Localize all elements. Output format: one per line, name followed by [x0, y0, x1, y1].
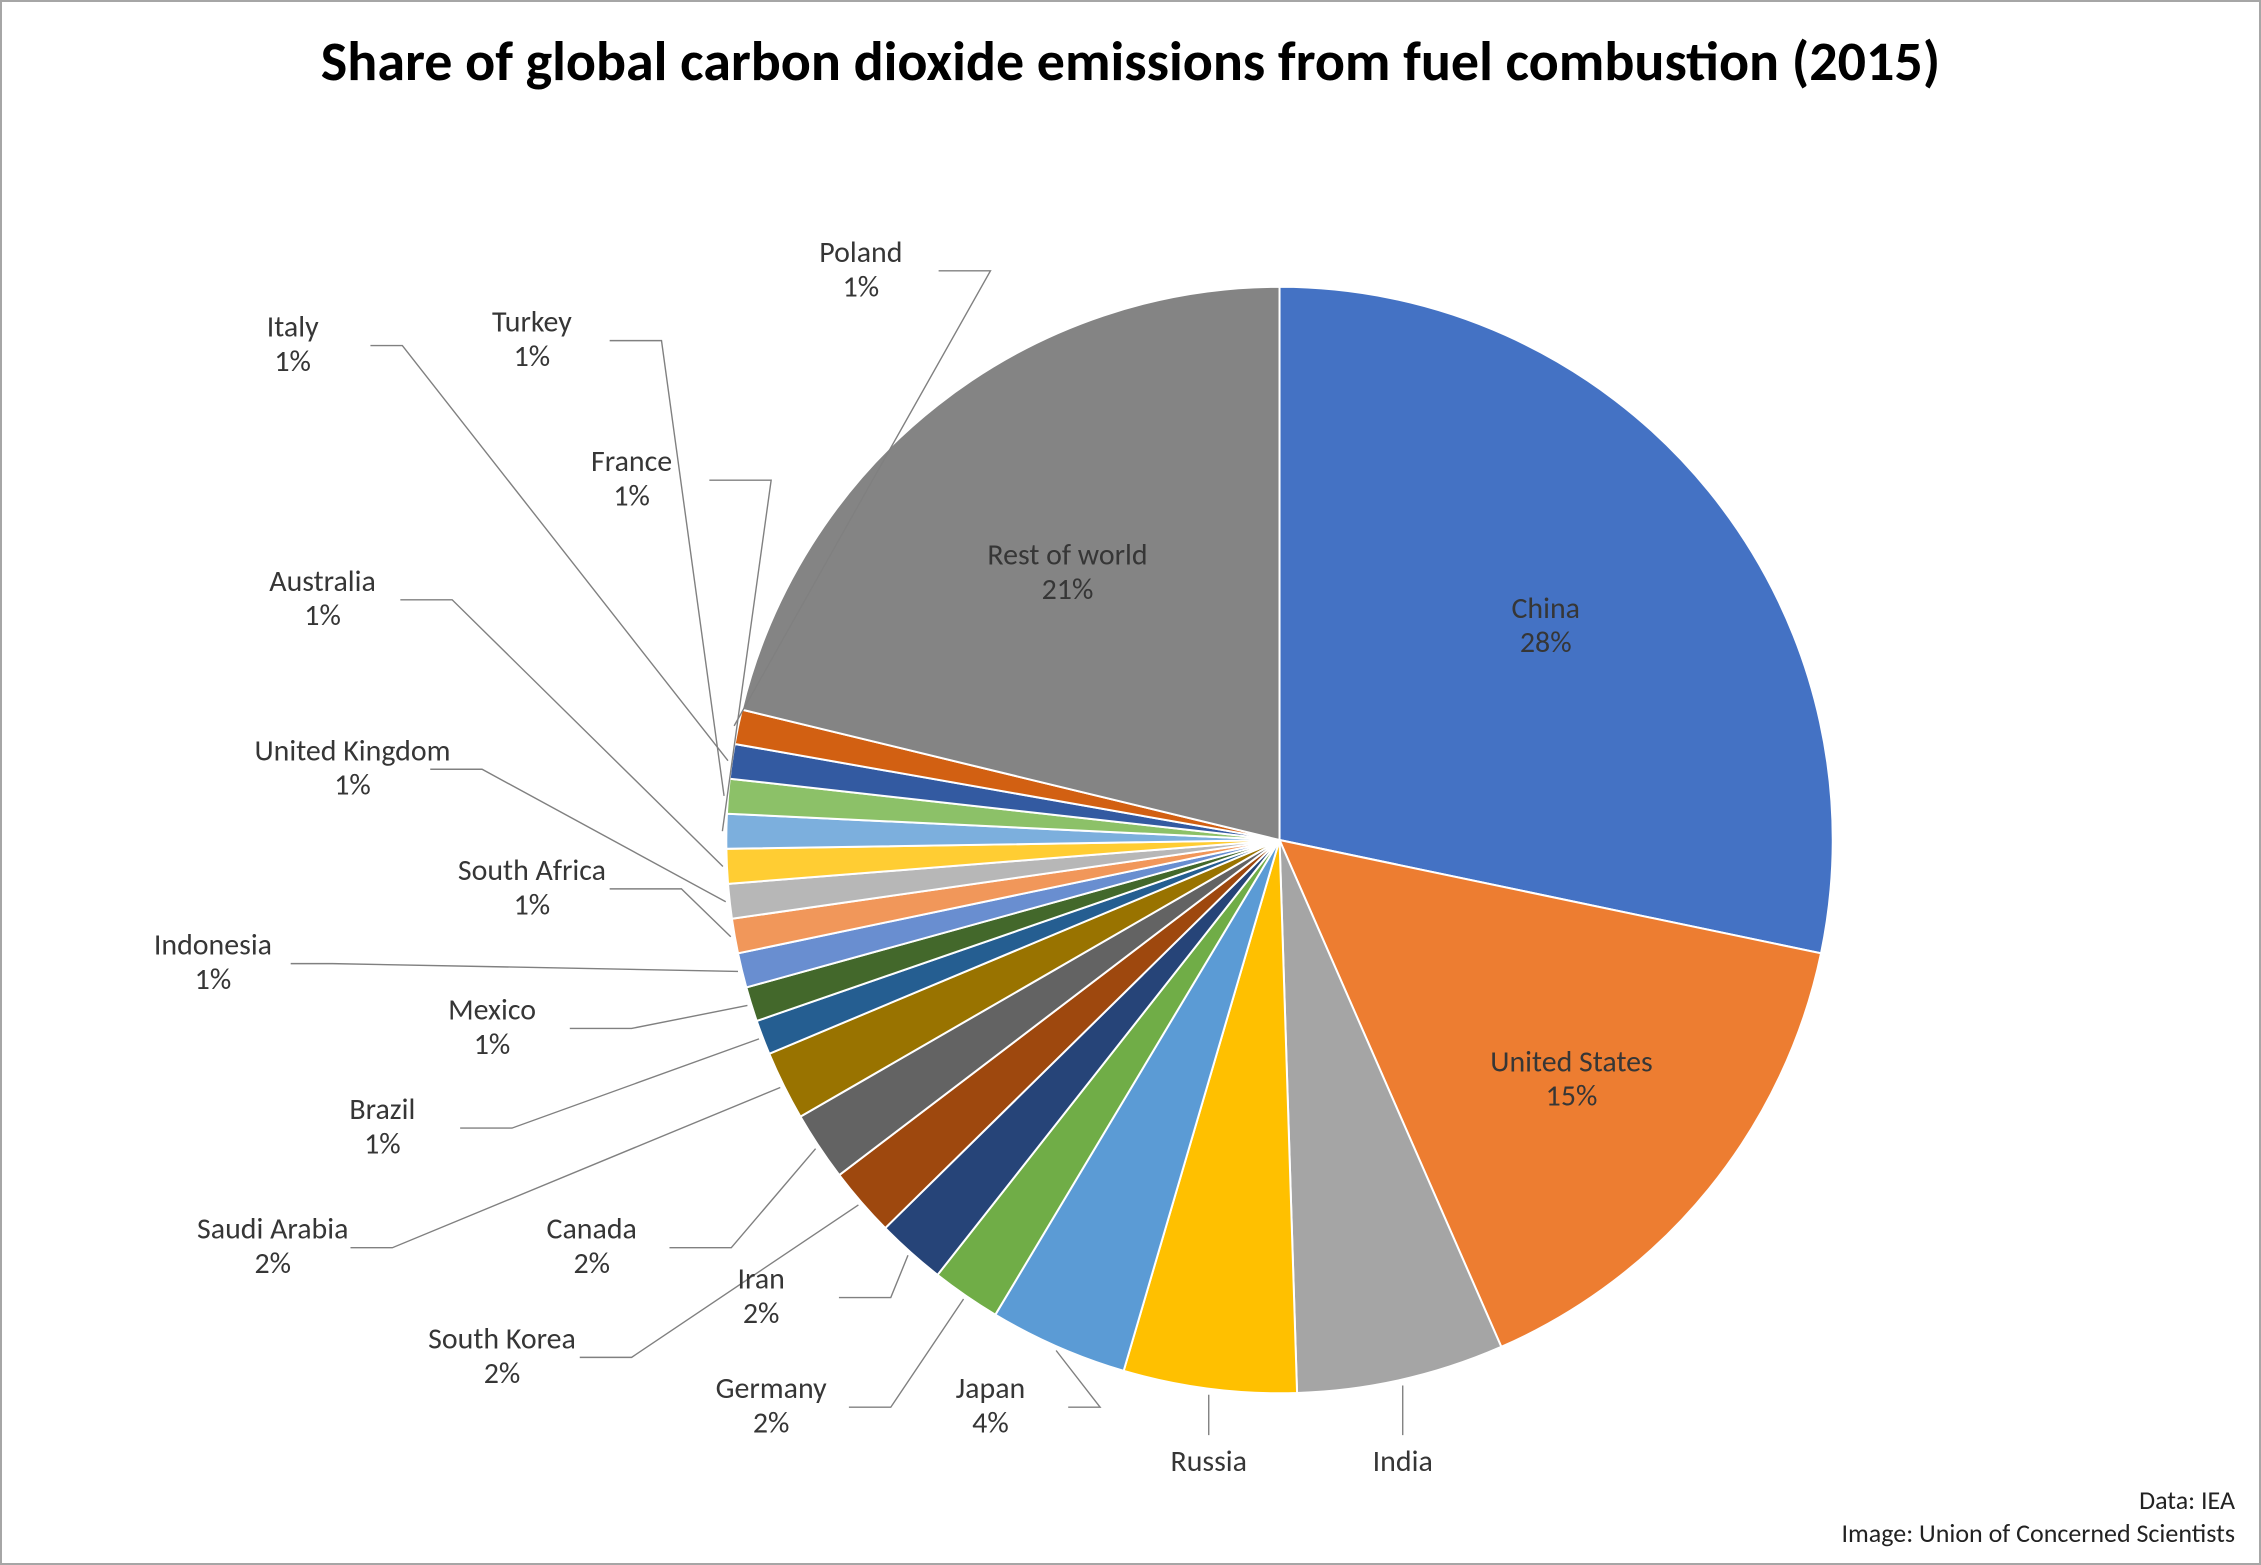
credits: Data: IEA Image: Union of Concerned Scie…	[1841, 1484, 2235, 1549]
slice-label: Saudi Arabia2%	[197, 1212, 348, 1282]
data-credit-line: Data: IEA	[1841, 1484, 2235, 1517]
slice-label: Indonesia1%	[154, 928, 272, 998]
pie-chart-svg: China28%United States15%India6%Russia5%J…	[2, 222, 2259, 1473]
slice-label: Mexico1%	[448, 992, 536, 1062]
leader-line	[669, 1149, 815, 1248]
slice-label: Japan4%	[956, 1371, 1026, 1441]
chart-frame: Share of global carbon dioxide emissions…	[0, 0, 2261, 1565]
slice-label: Australia1%	[269, 564, 376, 634]
chart-title: Share of global carbon dioxide emissions…	[2, 30, 2259, 94]
pie-chart-area: China28%United States15%India6%Russia5%J…	[2, 222, 2259, 1473]
slice-label: France1%	[591, 444, 672, 514]
slice-label: United Kingdom1%	[254, 733, 450, 803]
leader-line	[570, 1005, 748, 1028]
slice-label: China28%	[1511, 591, 1580, 661]
image-credit-line: Image: Union of Concerned Scientists	[1841, 1517, 2235, 1550]
slice-label: Canada2%	[547, 1212, 637, 1282]
slice-label: Italy1%	[267, 310, 319, 380]
leader-line	[839, 1255, 908, 1297]
slice-label: Iran2%	[737, 1262, 784, 1332]
slice-label: Germany2%	[716, 1371, 827, 1441]
slice-label: Brazil1%	[349, 1092, 415, 1162]
slice-label: Poland1%	[819, 235, 902, 305]
slice-label: India6%	[1373, 1444, 1433, 1473]
leader-line	[610, 341, 724, 796]
slice-label: Russia5%	[1170, 1444, 1247, 1473]
slice-label: South Korea2%	[428, 1321, 576, 1391]
leader-line	[370, 346, 728, 761]
leader-line	[291, 964, 738, 972]
slice-label: South Africa1%	[458, 853, 606, 923]
leader-line	[849, 1299, 964, 1407]
slice-label: Turkey1%	[492, 305, 572, 375]
leader-line	[610, 889, 731, 937]
